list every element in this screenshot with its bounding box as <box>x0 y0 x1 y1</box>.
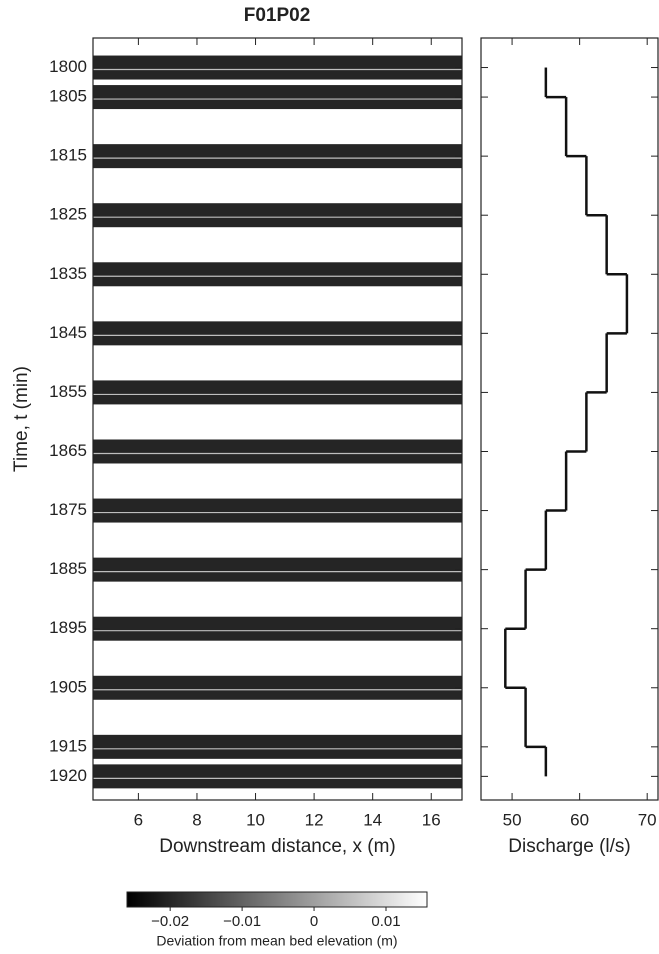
plot-frame <box>92 37 463 801</box>
x-axis-label: Discharge (l/s) <box>508 836 630 857</box>
y-tick-label: 1845 <box>49 323 87 342</box>
y-tick-label: 1885 <box>49 559 87 578</box>
colorbar-tick-label: −0.01 <box>223 913 261 930</box>
chart-title: F01P02 <box>244 5 311 26</box>
y-tick-label: 1865 <box>49 441 87 460</box>
colorbar-tick-label: 0 <box>310 913 318 930</box>
x-tick-label: 10 <box>246 810 265 829</box>
colorbar <box>126 891 428 908</box>
y-tick-label: 1895 <box>49 618 87 637</box>
elevation-strip <box>93 380 462 405</box>
elevation-strip <box>93 616 462 641</box>
elevation-strip <box>93 734 462 759</box>
elevation-strip <box>93 144 462 169</box>
y-tick-label: 1800 <box>49 57 87 76</box>
elevation-strip <box>93 85 462 110</box>
elevation-strip <box>93 203 462 228</box>
elevation-strip <box>93 675 462 700</box>
y-axis-label: Time, t (min) <box>11 366 32 472</box>
colorbar-label: Deviation from mean bed elevation (m) <box>156 933 397 949</box>
elevation-strip <box>93 764 462 789</box>
elevation-strip <box>93 321 462 346</box>
y-tick-label: 1905 <box>49 677 87 696</box>
x-axis-label: Downstream distance, x (m) <box>159 836 396 857</box>
x-tick-label: 6 <box>134 810 143 829</box>
colorbar-tick-label: 0.01 <box>371 913 400 930</box>
elevation-strip <box>93 498 462 523</box>
x-tick-label: 70 <box>638 810 657 829</box>
y-tick-label: 1825 <box>49 205 87 224</box>
y-tick-label: 1855 <box>49 382 87 401</box>
x-tick-label: 14 <box>363 810 382 829</box>
y-tick-label: 1915 <box>49 736 87 755</box>
x-tick-label: 60 <box>570 810 589 829</box>
y-tick-label: 1875 <box>49 500 87 519</box>
x-tick-label: 12 <box>305 810 324 829</box>
x-tick-label: 16 <box>422 810 441 829</box>
elevation-strip <box>93 439 462 464</box>
elevation-strip <box>93 262 462 287</box>
plot-frame <box>480 37 659 801</box>
x-tick-label: 8 <box>192 810 201 829</box>
y-tick-label: 1815 <box>49 146 87 165</box>
y-tick-label: 1920 <box>49 766 87 785</box>
colorbar-tick-label: −0.02 <box>151 913 189 930</box>
elevation-strip <box>93 557 462 582</box>
elevation-strip <box>93 55 462 80</box>
x-tick-label: 50 <box>503 810 522 829</box>
y-tick-label: 1835 <box>49 264 87 283</box>
y-tick-label: 1805 <box>49 87 87 106</box>
